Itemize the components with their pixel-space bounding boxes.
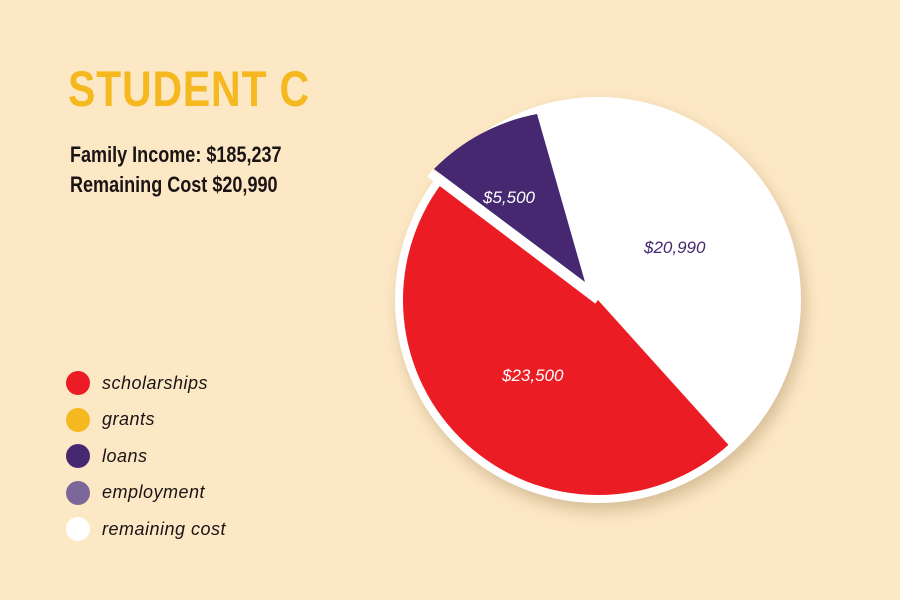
legend-item-loans: loans bbox=[66, 438, 226, 475]
family-income: Family Income: $185,237 bbox=[70, 142, 282, 167]
grants-swatch-icon bbox=[66, 407, 90, 432]
slice-scholarships bbox=[402, 182, 729, 496]
slice-label-scholarships: $23,500 bbox=[501, 366, 564, 385]
loans-swatch-icon bbox=[66, 444, 90, 469]
legend-item-remaining-cost: remaining cost bbox=[66, 511, 226, 548]
page-title: STUDENT C bbox=[68, 61, 310, 117]
slice-label-loans: $5,500 bbox=[482, 188, 536, 207]
legend-item-employment: employment bbox=[66, 475, 226, 512]
slice-loans bbox=[434, 114, 585, 282]
chart-legend: scholarships grants loans employment rem… bbox=[66, 365, 226, 548]
slice-remaining-cost bbox=[554, 104, 794, 445]
scholarships-swatch-icon bbox=[66, 371, 90, 396]
slice-label-remaining: $20,990 bbox=[643, 238, 706, 257]
legend-item-scholarships: scholarships bbox=[66, 365, 226, 402]
employment-swatch-icon bbox=[66, 480, 90, 505]
remaining-cost-swatch-icon bbox=[66, 517, 90, 542]
summary-info: Family Income: $185,237 Remaining Cost $… bbox=[70, 140, 282, 200]
legend-item-grants: grants bbox=[66, 402, 226, 439]
remaining-cost: Remaining Cost $20,990 bbox=[70, 172, 278, 197]
